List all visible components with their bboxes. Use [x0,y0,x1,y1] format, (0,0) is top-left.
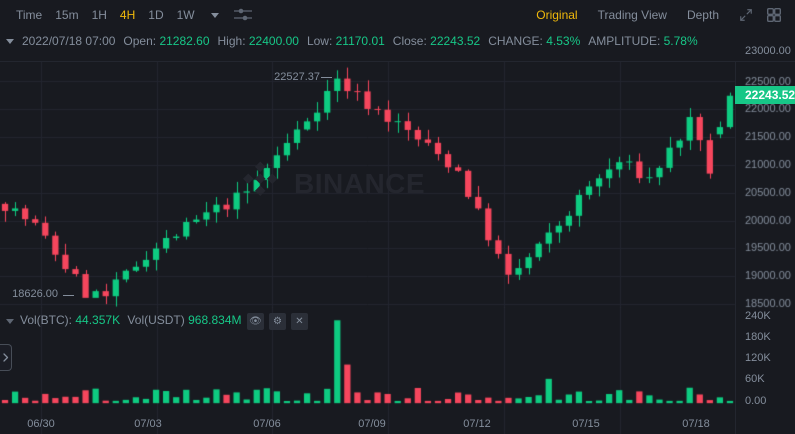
svg-text:BINANCE: BINANCE [294,168,425,199]
